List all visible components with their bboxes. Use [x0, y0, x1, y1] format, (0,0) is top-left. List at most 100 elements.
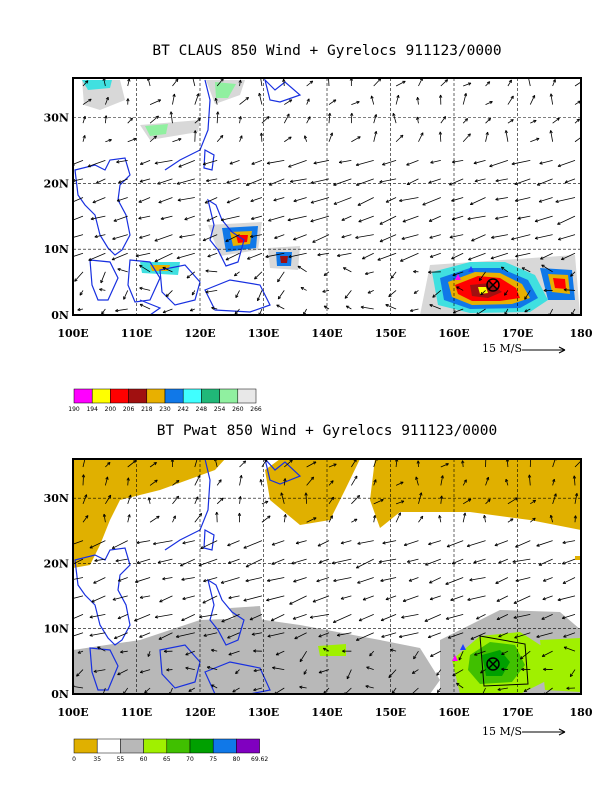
wind-vector-head [341, 235, 345, 239]
wind-vector [412, 669, 419, 674]
wind-vector-head [451, 198, 455, 202]
wind-vector-head [385, 304, 389, 308]
wind-vector [360, 306, 374, 310]
wind-vector [524, 308, 531, 313]
wind-vector-head [176, 181, 180, 185]
wind-vector-head [117, 616, 121, 620]
wind-vector [162, 577, 173, 580]
wind-vector [541, 650, 553, 657]
wind-vector-head [474, 652, 478, 656]
wind-vector [505, 130, 509, 142]
x-tick-label: 110E [121, 706, 152, 719]
wind-vector-head [256, 297, 261, 302]
wind-vector [408, 577, 419, 582]
wind-vector [452, 271, 464, 276]
wind-vector-head [517, 216, 521, 220]
wind-vector-head [68, 544, 71, 546]
wind-vector-head [177, 198, 181, 202]
wind-vector-head [220, 580, 225, 584]
wind-vector [429, 577, 441, 584]
wind-vector-head [205, 178, 210, 183]
wind-vector [562, 558, 576, 565]
wind-vector-head [265, 254, 269, 259]
panel-pwat: BT Pwat 850 Wind + Gyrelocs 911123/0000 [44, 423, 593, 763]
wind-vector [293, 577, 307, 583]
wind-vector [395, 459, 398, 468]
wind-vector [462, 512, 466, 523]
wind-vector [139, 595, 151, 599]
wind-vector [337, 252, 352, 257]
wind-vector-head [243, 598, 247, 602]
wind-vector-head [536, 634, 540, 639]
wind-vector [198, 558, 218, 567]
wind-vector-head [480, 670, 484, 674]
wind-vector-head [552, 79, 556, 83]
wind-vector-head [498, 634, 502, 638]
wind-vector-head [310, 180, 314, 185]
y-tick-label: 0N [51, 688, 69, 701]
wind-vector [341, 215, 352, 221]
wind-vector-head [228, 652, 232, 656]
wind-vector [552, 79, 556, 87]
wind-vector [395, 95, 399, 105]
wind-vector-head [514, 497, 518, 501]
wind-vector [172, 78, 179, 87]
wind-vector [373, 515, 376, 523]
wind-vector-head [501, 667, 505, 671]
wind-vector [351, 459, 357, 468]
wind-vector [470, 632, 486, 640]
wind-vector-head [91, 599, 95, 603]
wind-vector [318, 632, 330, 638]
wind-vector [530, 119, 537, 124]
wind-vector-head [495, 179, 499, 183]
wind-vector [289, 595, 307, 605]
wind-vector [312, 234, 330, 243]
wind-vector-head [370, 95, 374, 99]
wind-vector [439, 131, 442, 142]
wind-vector-head [310, 219, 314, 223]
wind-vector [216, 78, 224, 87]
wind-vector [467, 595, 486, 601]
wind-vector [395, 512, 401, 523]
wind-vector-head [251, 161, 255, 165]
wind-vector-head [419, 515, 424, 520]
wind-vector-head [452, 672, 456, 677]
wind-vector [485, 81, 491, 87]
wind-vector [425, 558, 441, 566]
wind-vector [82, 80, 89, 87]
wind-vector [157, 178, 173, 185]
wind-vector-head [205, 290, 209, 294]
wind-vector-head [105, 476, 109, 480]
wind-vector [162, 308, 173, 314]
wind-vector [104, 476, 108, 486]
wind-vector [543, 577, 553, 582]
x-tick-label: 100E [57, 327, 88, 340]
wind-vector-head [283, 478, 287, 482]
wind-vector [216, 111, 219, 124]
wind-vector [470, 197, 486, 205]
wind-vector-head [120, 650, 124, 654]
wind-vector-head [560, 257, 565, 261]
wind-vector [274, 234, 285, 239]
wind-vector-head [175, 634, 180, 639]
wind-vector-head [312, 239, 316, 243]
wind-vector-head [271, 561, 275, 565]
wind-vector-head [227, 560, 232, 564]
wind-vector [207, 252, 218, 258]
wind-vector-head [556, 117, 560, 121]
wind-vector-head [266, 116, 270, 120]
wind-vector [541, 264, 553, 273]
wind-vector-head [549, 93, 553, 97]
wind-vector [149, 135, 157, 143]
wind-vector [225, 252, 240, 261]
wind-vector [73, 215, 84, 221]
wind-vector-head [116, 198, 121, 202]
wind-vector [474, 650, 486, 656]
wind-vector [473, 159, 486, 164]
wind-vector-head [534, 236, 539, 240]
wind-vector [134, 613, 151, 622]
wind-vector-head [495, 580, 499, 584]
wind-vector [221, 613, 240, 623]
colorbar-swatch [91, 388, 111, 404]
wind-vector [271, 540, 285, 546]
